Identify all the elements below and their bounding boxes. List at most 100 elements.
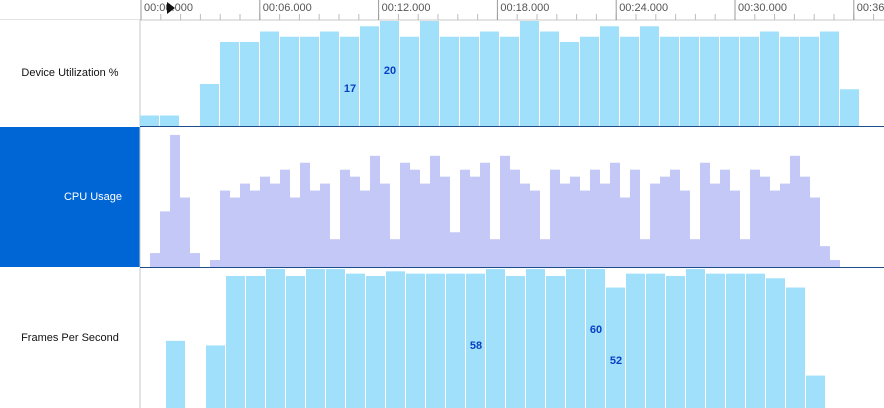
bar xyxy=(420,21,439,126)
cpu-bar xyxy=(750,169,760,267)
track-name: CPU Usage xyxy=(64,191,122,203)
bar xyxy=(440,36,459,126)
cpu-bar xyxy=(350,176,360,267)
value-label: 60 xyxy=(590,324,602,336)
cpu-bar xyxy=(790,155,800,267)
bar xyxy=(240,42,259,126)
track-header xyxy=(0,20,140,126)
bar xyxy=(360,26,379,126)
bar xyxy=(500,36,519,126)
ruler-label: 00:30.000 xyxy=(738,2,787,14)
bar xyxy=(466,273,485,408)
bar xyxy=(700,36,719,126)
cpu-bar xyxy=(240,183,250,267)
cpu-bar xyxy=(710,183,720,267)
bar xyxy=(606,287,625,408)
bar xyxy=(566,269,585,408)
bar xyxy=(526,269,545,408)
cpu-bar xyxy=(450,232,460,267)
cpu-bar xyxy=(500,155,510,267)
cpu-bar xyxy=(300,162,310,267)
cpu-bar xyxy=(320,183,330,267)
ruler-label: 00:18.000 xyxy=(500,2,549,14)
value-label: 58 xyxy=(470,340,482,352)
cpu-bar xyxy=(820,246,830,267)
bar xyxy=(840,89,859,126)
bar xyxy=(666,275,685,408)
bar xyxy=(380,21,399,126)
cpu-bar xyxy=(420,183,430,267)
cpu-bar xyxy=(680,190,690,267)
bar xyxy=(206,345,225,408)
bar xyxy=(720,36,739,126)
playhead xyxy=(167,2,175,14)
bar xyxy=(486,269,505,408)
bar xyxy=(260,31,279,126)
cpu-bar xyxy=(830,260,840,267)
bar xyxy=(600,26,619,126)
cpu-bar xyxy=(590,169,600,267)
bar xyxy=(446,273,465,408)
bar xyxy=(680,36,699,126)
cpu-bar xyxy=(760,176,770,267)
ruler-label: 00:12.000 xyxy=(382,2,431,14)
cpu-bar xyxy=(800,176,810,267)
bar xyxy=(340,36,359,126)
value-label: 17 xyxy=(344,83,356,95)
bar xyxy=(540,31,559,126)
ruler-label: 00:06.000 xyxy=(263,2,312,14)
cpu-bar xyxy=(430,155,440,267)
bar xyxy=(280,36,299,126)
cpu-bar xyxy=(390,239,400,267)
track-header xyxy=(0,127,140,267)
cpu-bar xyxy=(210,260,220,267)
cpu-bar xyxy=(650,183,660,267)
bar xyxy=(426,273,445,408)
cpu-bar xyxy=(810,197,820,267)
cpu-bar xyxy=(410,169,420,267)
track-name: Device Utilization % xyxy=(21,67,118,79)
cpu-bar xyxy=(400,162,410,267)
cpu-bar xyxy=(560,183,570,267)
track-name: Frames Per Second xyxy=(21,332,119,344)
bar xyxy=(760,31,779,126)
cpu-bar xyxy=(620,197,630,267)
bar xyxy=(200,84,219,126)
cpu-bar xyxy=(690,239,700,267)
bar xyxy=(140,115,159,126)
bar xyxy=(160,115,179,126)
cpu-bar xyxy=(610,162,620,267)
ruler-label: 00:24.000 xyxy=(619,2,668,14)
cpu-bar xyxy=(380,183,390,267)
cpu-bar xyxy=(170,134,180,267)
cpu-bar xyxy=(440,176,450,267)
bar xyxy=(766,278,785,408)
cpu-bar xyxy=(660,176,670,267)
cpu-bar xyxy=(330,239,340,267)
value-label: 52 xyxy=(610,355,622,367)
cpu-bar xyxy=(530,190,540,267)
cpu-bar xyxy=(370,155,380,267)
cpu-bar xyxy=(580,190,590,267)
cpu-bar xyxy=(670,169,680,267)
cpu-bar xyxy=(150,253,160,267)
track-header xyxy=(0,268,140,408)
bar xyxy=(546,275,565,408)
cpu-bar xyxy=(570,176,580,267)
cpu-bar xyxy=(280,169,290,267)
bar xyxy=(740,36,759,126)
bar xyxy=(220,42,239,126)
cpu-bar xyxy=(310,190,320,267)
cpu-bar xyxy=(730,190,740,267)
cpu-bar xyxy=(490,239,500,267)
cpu-bar xyxy=(480,162,490,267)
cpu-bar xyxy=(340,169,350,267)
cpu-bar xyxy=(360,190,370,267)
bar xyxy=(686,269,705,408)
cpu-bar xyxy=(720,169,730,267)
cpu-bar xyxy=(780,183,790,267)
bar xyxy=(646,273,665,408)
bar xyxy=(460,36,479,126)
bar xyxy=(726,273,745,408)
